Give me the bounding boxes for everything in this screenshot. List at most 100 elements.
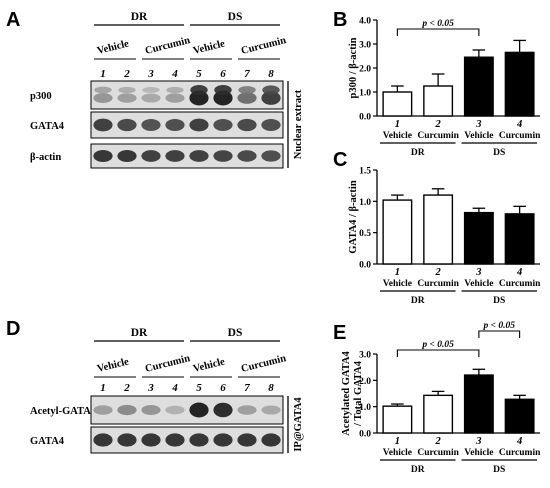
- y-tick-label: 0.0: [359, 261, 371, 271]
- category-label: Curcumin: [499, 279, 541, 289]
- blot-band: [118, 86, 136, 94]
- significance-label: p < 0.05: [482, 321, 515, 331]
- category-label: Vehicle: [383, 279, 412, 289]
- y-tick-label: 1.5: [359, 167, 371, 177]
- panel-label-d: D: [6, 318, 20, 340]
- group-label-dr: DR: [411, 148, 425, 158]
- blot-band: [141, 433, 161, 447]
- treatment-label: Curcumin: [240, 35, 287, 57]
- y-axis-label: / Total GATA4: [353, 360, 364, 427]
- category-number: 1: [395, 436, 400, 447]
- blot-band: [237, 433, 257, 447]
- lane-number: 1: [100, 68, 106, 80]
- blot-band: [237, 118, 257, 132]
- y-tick-label: 4.0: [359, 17, 371, 27]
- blot-band: [237, 150, 257, 162]
- bar: [463, 211, 494, 265]
- blot-band: [166, 86, 184, 94]
- category-number: 3: [475, 436, 481, 447]
- panel-label-c: C: [333, 149, 347, 171]
- y-tick-label: 0.5: [359, 229, 371, 239]
- bar: [382, 405, 413, 434]
- blot-band: [189, 90, 209, 106]
- blot-band: [261, 91, 281, 105]
- blot-band: [117, 93, 137, 103]
- group-label-dr: DR: [131, 11, 148, 23]
- lane-number: 7: [244, 68, 250, 80]
- blot-band: [165, 150, 185, 162]
- y-axis-label: p300 / β-actin: [348, 37, 359, 98]
- blot-band: [261, 405, 281, 415]
- blot-band: [93, 93, 113, 103]
- treatment-label: Curcumin: [144, 353, 191, 375]
- lane-number: 6: [220, 382, 226, 394]
- category-number: 2: [435, 267, 442, 278]
- category-label: Vehicle: [464, 131, 493, 141]
- blot-band: [165, 433, 185, 447]
- category-number: 2: [435, 119, 442, 130]
- treatment-label: Curcumin: [144, 35, 191, 57]
- category-number: 1: [395, 267, 400, 278]
- blot-band: [93, 405, 113, 415]
- significance-bracket: [478, 330, 521, 338]
- y-tick-label: 0.0: [359, 113, 371, 123]
- treatment-label: Vehicle: [192, 38, 226, 57]
- blot-band: [213, 150, 233, 162]
- lane-number: 2: [123, 68, 130, 80]
- blot-row-label: GATA4: [30, 436, 65, 447]
- blot-band: [117, 433, 137, 447]
- blot-band: [213, 118, 233, 132]
- category-number: 3: [475, 267, 481, 278]
- blot-band: [141, 150, 161, 162]
- y-axis-label: GATA4 / β-actin: [348, 180, 359, 254]
- blot-band: [189, 402, 209, 418]
- significance-label: p < 0.05: [421, 340, 454, 350]
- y-tick-label: 0.0: [359, 430, 371, 440]
- y-tick-label: 1.0: [359, 89, 371, 99]
- lane-number: 4: [171, 68, 178, 80]
- side-label: Nuclear extract: [293, 89, 304, 159]
- blot-band: [93, 118, 113, 132]
- lane-number: 1: [100, 382, 106, 394]
- lane-number: 8: [268, 68, 274, 80]
- lane-number: 5: [196, 68, 202, 80]
- y-tick-label: 1.0: [359, 198, 371, 208]
- category-label: Vehicle: [464, 448, 493, 458]
- blot-band: [141, 119, 161, 131]
- blot-band: [141, 93, 161, 103]
- blot-band: [165, 93, 185, 103]
- bar: [423, 394, 454, 434]
- blot-band: [93, 149, 113, 163]
- bar: [463, 56, 494, 117]
- blot-band: [117, 149, 137, 163]
- group-label-ds: DS: [228, 327, 243, 339]
- blot-band: [117, 404, 137, 416]
- y-tick-label: 2.0: [359, 65, 371, 75]
- blot-band: [261, 433, 281, 447]
- blot-band: [141, 405, 161, 415]
- category-number: 4: [516, 436, 522, 447]
- bar: [382, 91, 413, 117]
- blot-band: [214, 85, 232, 95]
- bar: [463, 374, 494, 434]
- panel-label-e: E: [333, 322, 346, 344]
- blot-band: [213, 402, 233, 418]
- category-label: Vehicle: [383, 448, 412, 458]
- category-label: Curcumin: [417, 131, 459, 141]
- panel-label-b: B: [333, 9, 347, 31]
- blot-band: [165, 118, 185, 132]
- category-number: 4: [516, 267, 522, 278]
- bar-chart-e: E 0.0 1.0 2.0 3.0 Acetylated GATA4/ Total GAT…: [333, 321, 541, 475]
- category-label: Curcumin: [417, 448, 459, 458]
- lane-number: 2: [123, 382, 130, 394]
- significance-label: p < 0.05: [421, 19, 454, 29]
- lane-number: 3: [147, 382, 154, 394]
- treatment-label: Vehicle: [192, 356, 226, 375]
- y-tick-label: 3.0: [359, 351, 371, 361]
- y-tick-label: 2.0: [359, 377, 371, 387]
- category-label: Curcumin: [417, 279, 459, 289]
